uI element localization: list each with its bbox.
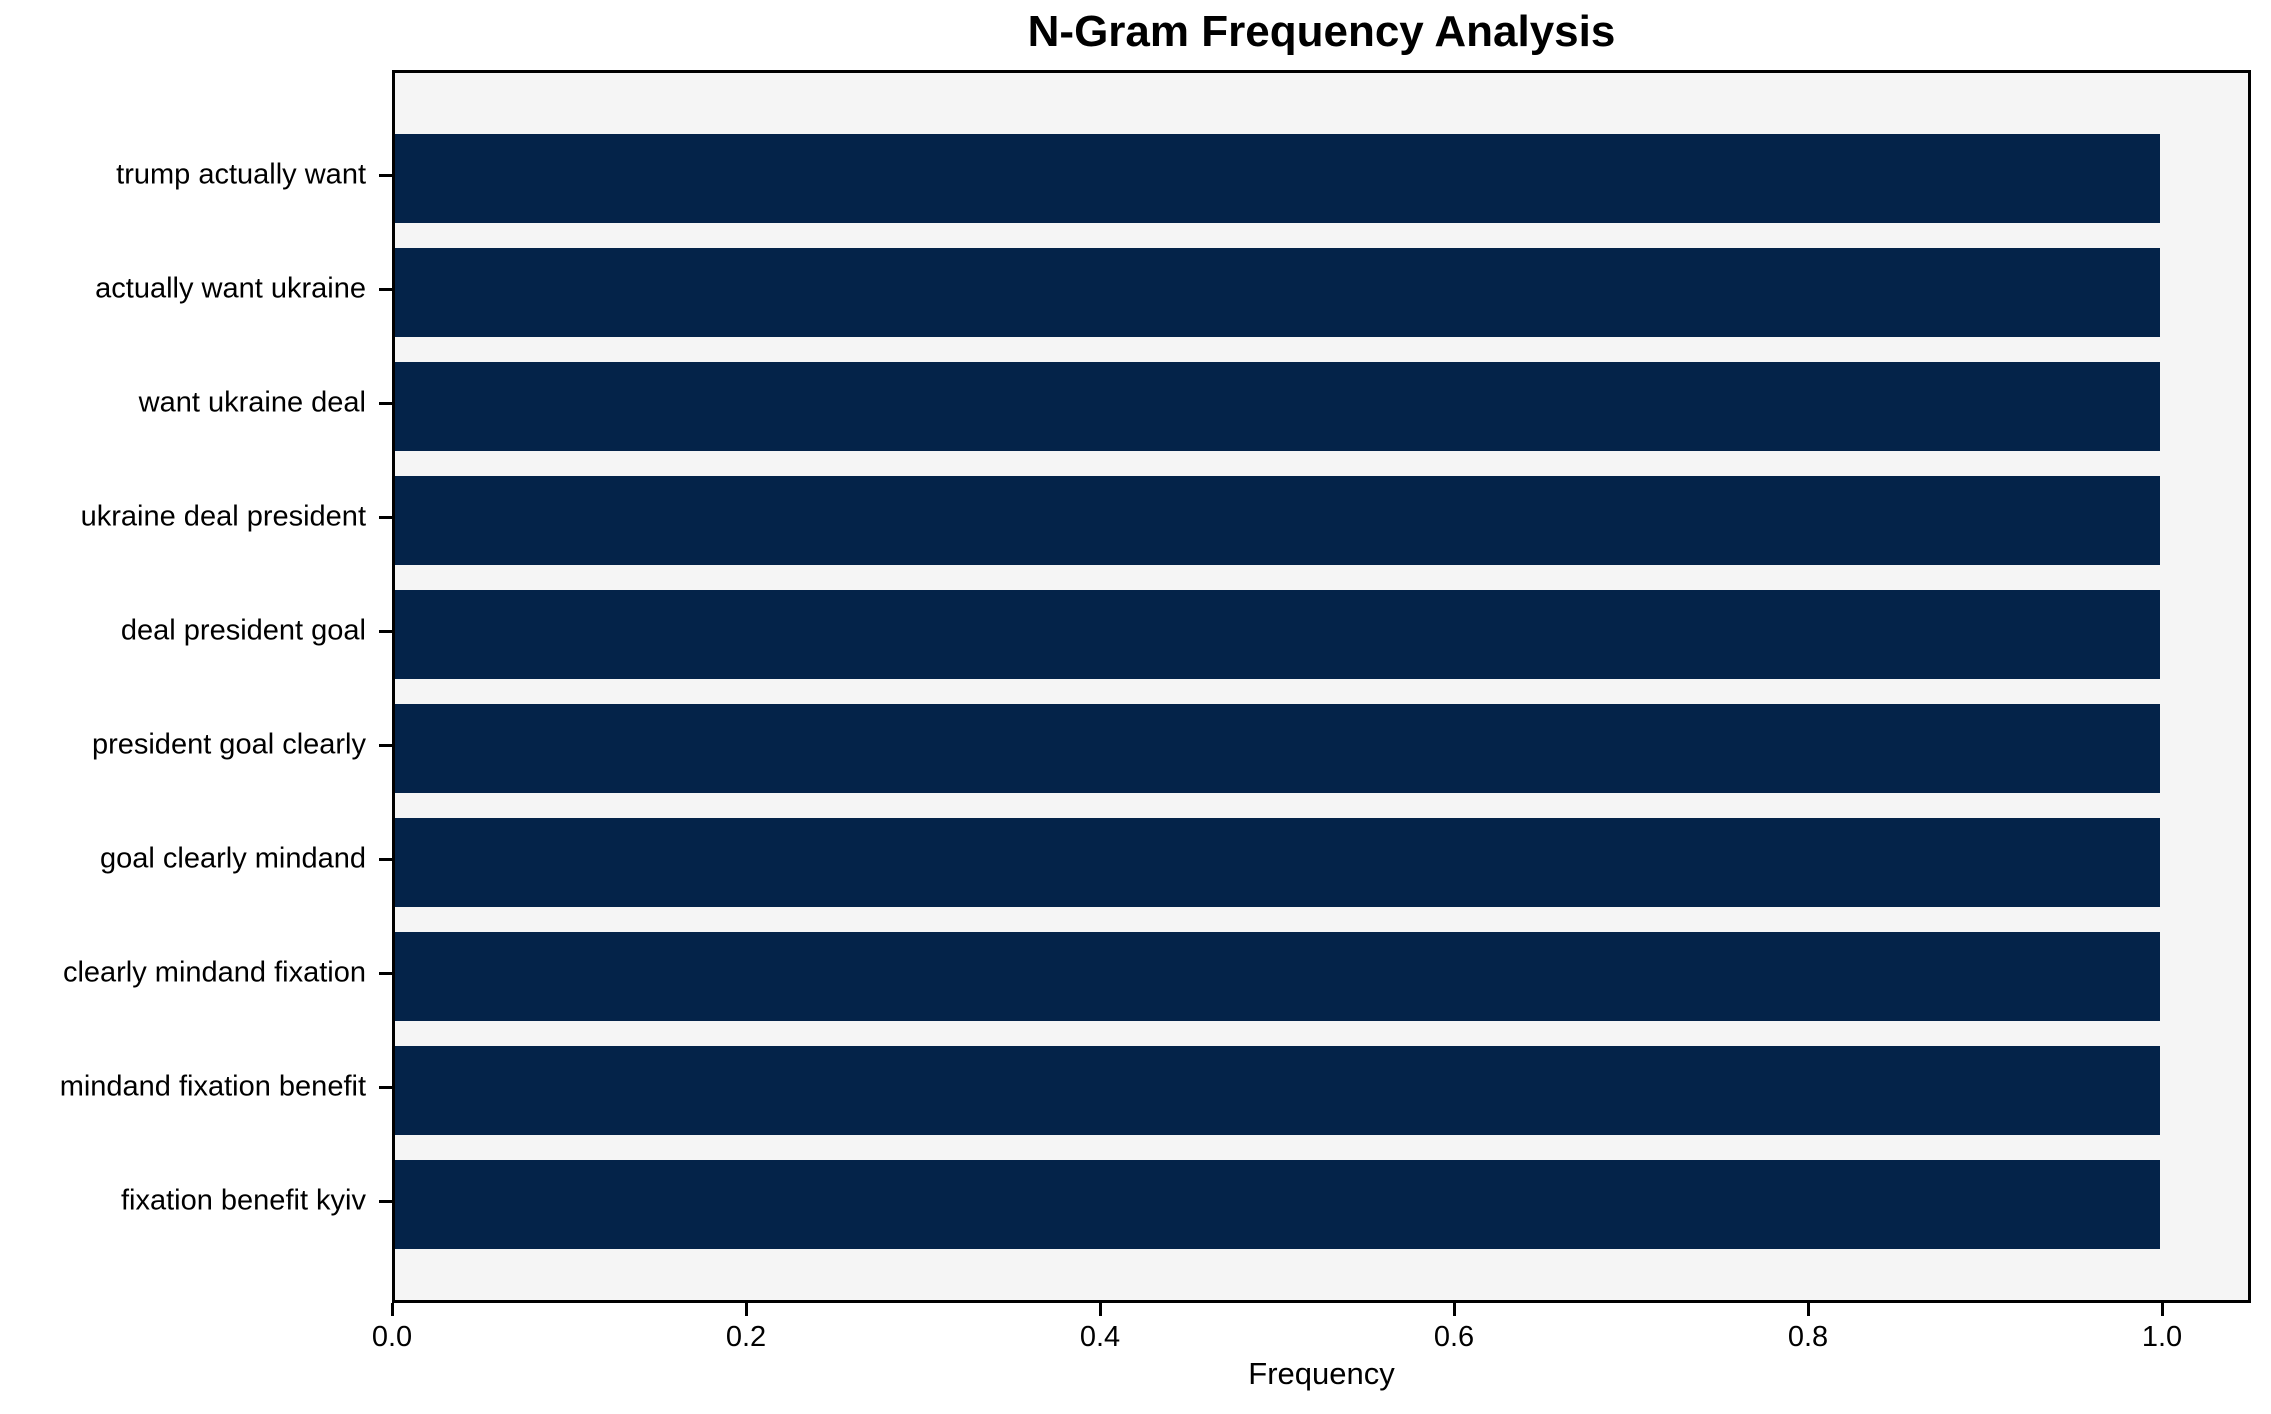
x-tick (391, 1303, 394, 1316)
y-tick-label: ukraine deal president (80, 500, 366, 533)
y-tick (379, 630, 392, 633)
bar (395, 932, 2160, 1021)
bar (395, 248, 2160, 337)
y-tick-label: fixation benefit kyiv (120, 1184, 366, 1217)
y-tick-label: president goal clearly (91, 728, 366, 761)
x-tick (1099, 1303, 1102, 1316)
plot-area (392, 70, 2251, 1303)
y-tick (379, 402, 392, 405)
y-tick-label: actually want ukraine (95, 272, 366, 305)
x-tick (2161, 1303, 2164, 1316)
y-axis-labels: trump actually want actually want ukraine… (0, 70, 366, 1303)
y-tick (379, 1086, 392, 1089)
x-tick-label: 1.0 (2141, 1321, 2183, 1353)
y-tick-label: want ukraine deal (138, 386, 366, 419)
bar (395, 1046, 2160, 1135)
y-tick (379, 858, 392, 861)
y-tick (379, 288, 392, 291)
y-tick-label: goal clearly mindand (100, 842, 366, 875)
chart-title: N-Gram Frequency Analysis (1027, 7, 1616, 56)
bar (395, 134, 2160, 223)
x-axis-label: Frequency (1248, 1356, 1395, 1391)
x-tick (1453, 1303, 1456, 1316)
x-tick (745, 1303, 748, 1316)
y-tick (379, 744, 392, 747)
bar (395, 476, 2160, 565)
y-tick (379, 174, 392, 177)
bars-container (395, 73, 2248, 1300)
x-tick-label: 0.6 (1433, 1321, 1475, 1353)
y-tick (379, 972, 392, 975)
x-tick-label: 0.4 (1079, 1321, 1121, 1353)
y-tick (379, 516, 392, 519)
x-tick (1807, 1303, 1810, 1316)
bar (395, 590, 2160, 679)
x-tick-label: 0.2 (725, 1321, 767, 1353)
y-tick-label: deal president goal (120, 614, 366, 647)
bar (395, 818, 2160, 907)
x-tick-label: 0.0 (371, 1321, 413, 1353)
y-tick-label: trump actually want (116, 158, 366, 191)
y-tick-label: clearly mindand fixation (62, 956, 366, 989)
y-tick (379, 1200, 392, 1203)
bar (395, 1160, 2160, 1249)
x-tick-label: 0.8 (1787, 1321, 1829, 1353)
bar (395, 704, 2160, 793)
y-tick-label: mindand fixation benefit (59, 1070, 366, 1103)
bar (395, 362, 2160, 451)
